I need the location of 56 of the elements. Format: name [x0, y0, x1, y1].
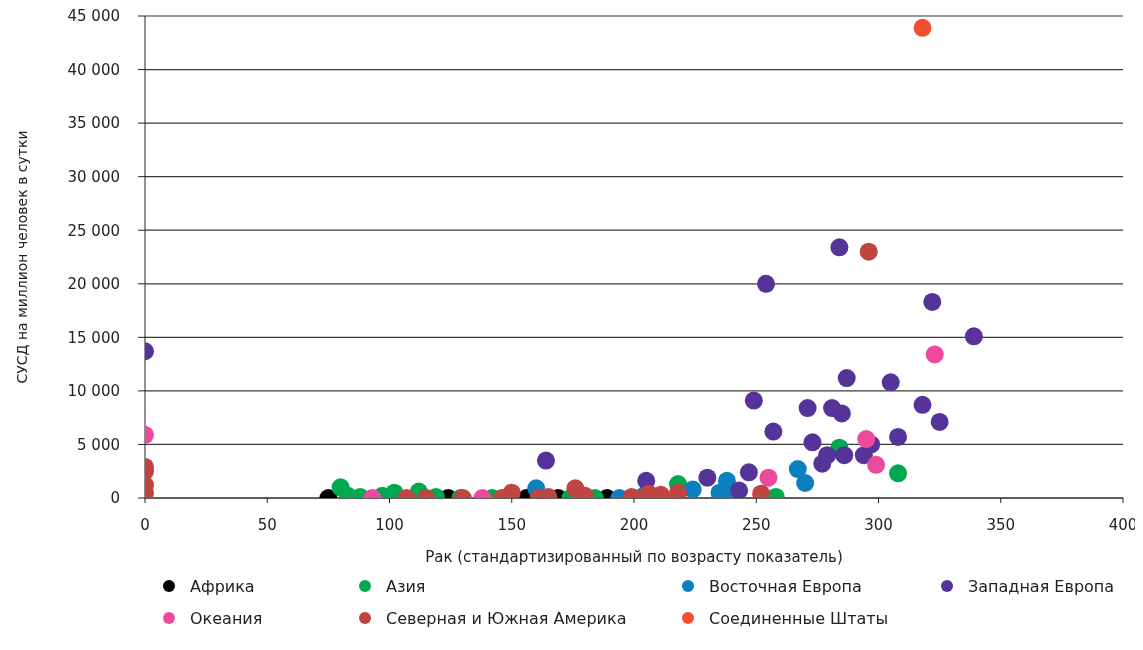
x-tick-label: 200 — [619, 515, 649, 534]
point — [930, 412, 949, 431]
x-tick-label: 350 — [986, 515, 1016, 534]
point — [923, 292, 942, 311]
point — [739, 463, 758, 482]
legend-label: Восточная Европа — [709, 576, 862, 596]
point — [818, 446, 837, 465]
y-tick-label: 45 000 — [67, 7, 120, 26]
x-tick-label: 50 — [257, 515, 277, 534]
point — [913, 18, 932, 37]
point — [867, 455, 886, 474]
point — [759, 468, 778, 487]
point — [913, 395, 932, 414]
x-tick-label: 0 — [140, 515, 150, 534]
y-tick-label: 15 000 — [67, 328, 120, 347]
point — [698, 468, 717, 487]
x-axis-title: Рак (стандартизированный по возрасту показатель) — [425, 548, 843, 566]
y-tick-label: 20 000 — [67, 275, 120, 294]
point — [832, 404, 851, 423]
point — [857, 430, 876, 449]
y-tick-label: 40 000 — [67, 60, 120, 79]
point — [798, 399, 817, 418]
point — [788, 460, 807, 479]
point — [796, 474, 815, 492]
y-tick-label: 0 — [110, 489, 120, 508]
legend-label: Африка — [190, 576, 255, 596]
point — [764, 422, 783, 441]
legend-label: Азия — [386, 576, 426, 596]
y-tick-label: 25 000 — [67, 221, 120, 240]
point — [889, 464, 908, 483]
point — [837, 369, 856, 388]
legend-label: Соединенные Штаты — [709, 608, 889, 628]
point — [744, 391, 763, 410]
y-axis-title: СУСД на миллион человек в сутки — [14, 130, 30, 384]
point — [830, 238, 849, 257]
legend-label: Северная и Южная Америка — [386, 608, 627, 628]
point — [803, 433, 822, 452]
y-tick-label: 10 000 — [67, 382, 120, 401]
point — [536, 451, 555, 470]
legend-label: Океания — [190, 608, 263, 628]
point — [730, 481, 749, 498]
point — [964, 327, 983, 346]
y-tick-label: 5 000 — [77, 435, 120, 454]
point — [683, 480, 702, 498]
x-tick-label: 300 — [864, 515, 893, 534]
x-tick-label: 250 — [741, 515, 771, 534]
point — [881, 373, 900, 392]
y-tick-label: 30 000 — [67, 167, 120, 186]
point — [925, 345, 944, 364]
point — [889, 427, 908, 446]
y-tick-label: 35 000 — [67, 114, 120, 133]
legend-label: Западная Европа — [968, 576, 1115, 596]
x-tick-label: 100 — [375, 515, 404, 534]
x-tick-label: 150 — [497, 515, 527, 534]
point — [835, 446, 854, 465]
point — [757, 274, 776, 293]
